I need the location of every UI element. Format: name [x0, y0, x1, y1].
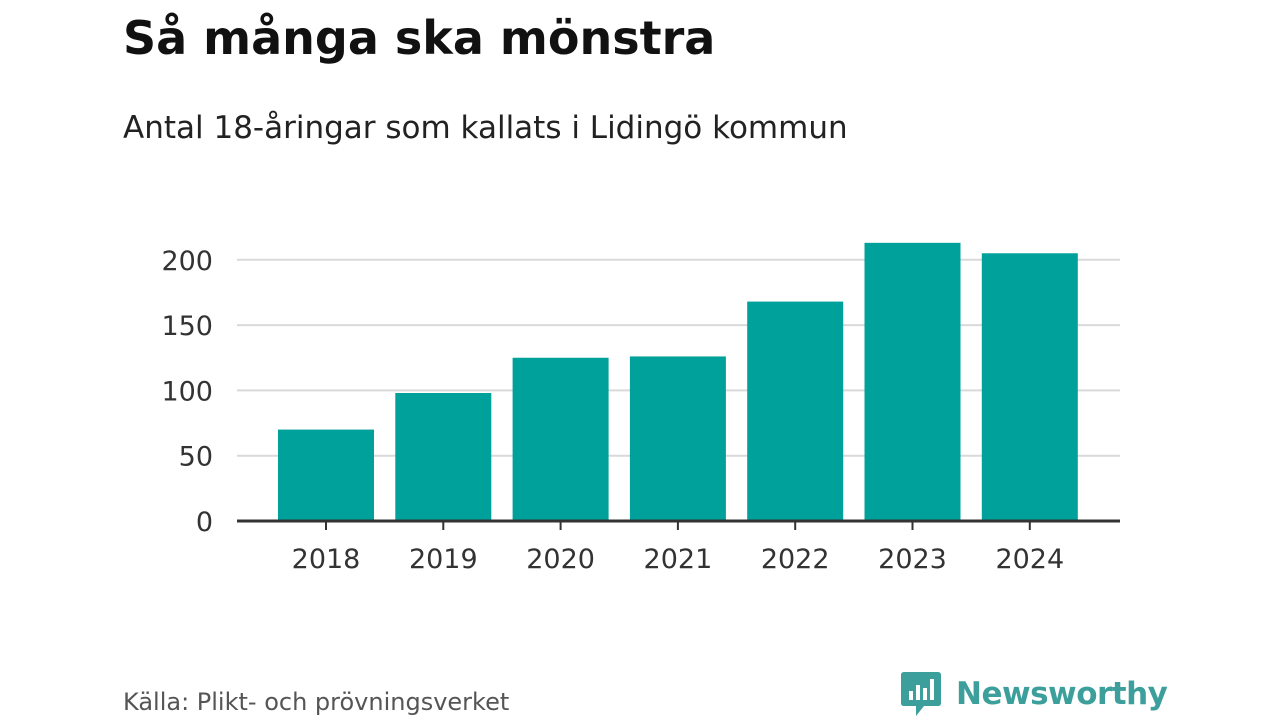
y-tick-label: 100: [161, 376, 213, 407]
y-tick-label: 150: [161, 311, 213, 342]
brand-name: Newsworthy: [956, 676, 1168, 712]
bar-2023: [864, 242, 961, 521]
bar-2019: [395, 393, 492, 521]
y-tick-label: 0: [196, 507, 213, 538]
x-tick-label: 2019: [409, 544, 478, 575]
bar-2021: [629, 356, 726, 521]
x-tick-label: 2023: [878, 544, 947, 575]
x-tick-label: 2018: [292, 544, 361, 575]
bar-chart-speech-bubble-icon: [901, 672, 941, 716]
x-tick-label: 2024: [995, 544, 1064, 575]
chart-title: Så många ska mönstra: [123, 11, 716, 65]
bar-2024: [981, 253, 1078, 521]
bars: [278, 242, 1078, 521]
chart-subtitle: Antal 18-åringar som kallats i Lidingö k…: [123, 110, 848, 146]
bar-2022: [747, 301, 844, 521]
y-tick-label: 200: [161, 246, 213, 277]
x-tick-label: 2022: [761, 544, 830, 575]
source-note: Källa: Plikt- och prövningsverket: [123, 688, 510, 716]
brand: Newsworthy: [900, 669, 1168, 719]
x-axis: [237, 519, 1120, 530]
bar-2018: [278, 429, 374, 521]
bar-2020: [512, 357, 609, 521]
y-tick-label: 50: [179, 442, 213, 473]
x-tick-label: 2020: [526, 544, 595, 575]
x-axis-tick-labels: 2018 2019 2020 2021 2022 2023 2024: [292, 544, 1065, 575]
x-tick-label: 2021: [644, 544, 713, 575]
y-axis-tick-labels: 0 50 100 150 200: [161, 246, 213, 538]
